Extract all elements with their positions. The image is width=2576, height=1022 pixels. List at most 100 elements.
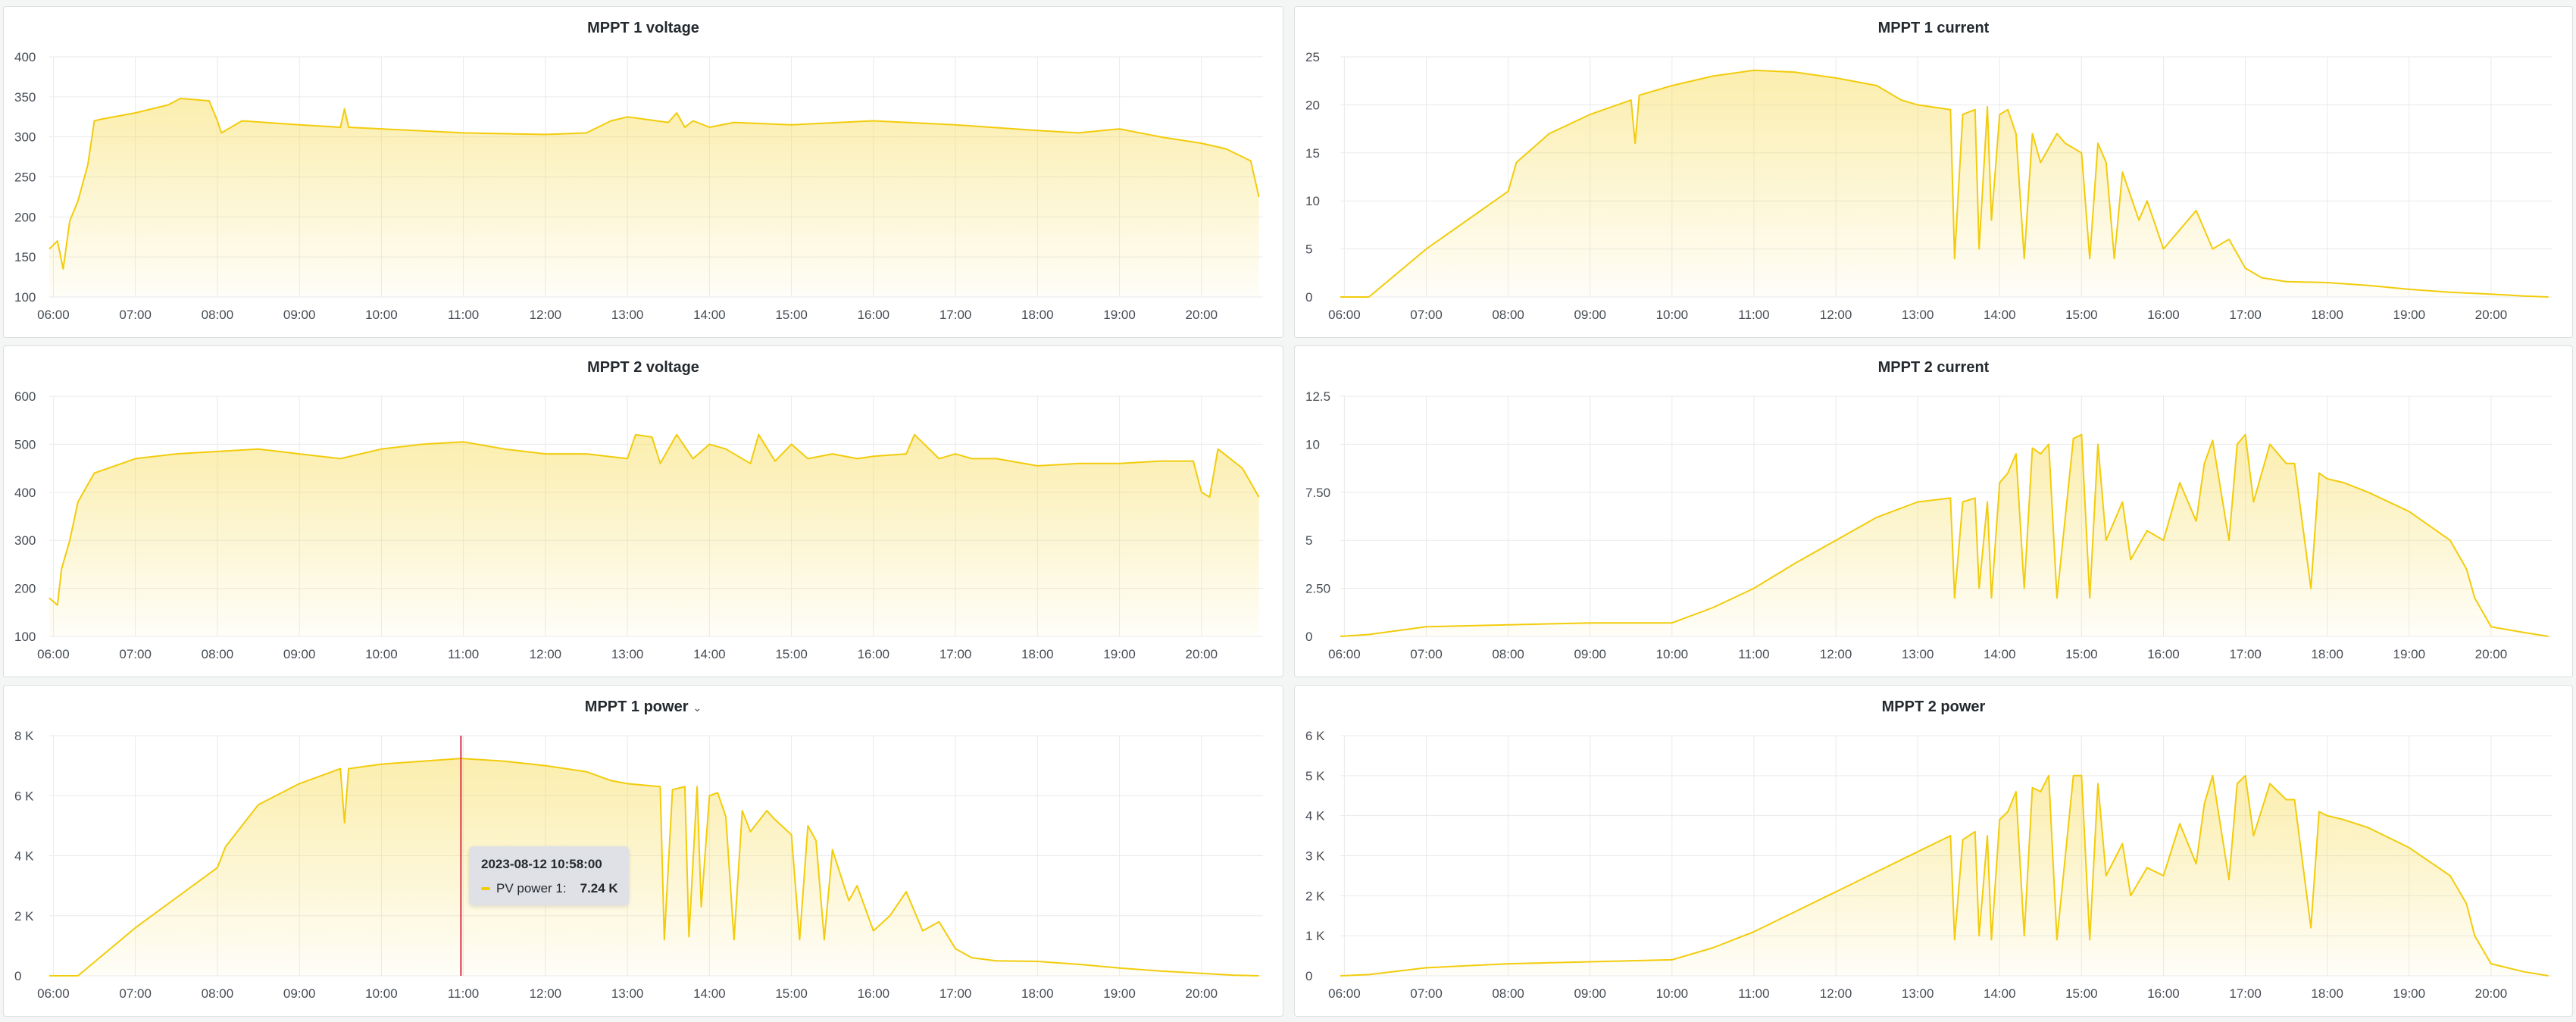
x-tick-label: 16:00 xyxy=(2147,986,2180,1001)
series-line[interactable] xyxy=(48,433,1260,606)
series-area xyxy=(1340,775,2549,976)
x-tick-label: 12:00 xyxy=(530,986,562,1001)
series-line[interactable] xyxy=(1340,69,2549,298)
x-tick-label: 20:00 xyxy=(2475,647,2508,661)
x-tick-label: 12:00 xyxy=(1820,647,1852,661)
x-tick-label: 13:00 xyxy=(1902,986,1934,1001)
series-line[interactable] xyxy=(48,97,1260,270)
x-tick-label: 19:00 xyxy=(1103,647,1136,661)
series-swatch-icon xyxy=(481,887,490,890)
x-tick-label: 12:00 xyxy=(530,308,562,322)
x-tick-label: 10:00 xyxy=(1656,308,1689,322)
y-tick-label: 7.50 xyxy=(1305,486,1330,500)
x-tick-label: 08:00 xyxy=(202,986,234,1001)
panel-mppt2-power: MPPT 2 power 06:00 07:00 08:00 09:00 10:00 11… xyxy=(1294,685,2573,1017)
y-tick-label: 100 xyxy=(14,290,36,305)
x-tick-label: 17:00 xyxy=(2229,308,2262,322)
x-tick-label: 16:00 xyxy=(2147,308,2180,322)
series-line[interactable] xyxy=(49,758,1259,977)
x-tick-label: 14:00 xyxy=(693,986,726,1001)
series-area xyxy=(49,98,1259,297)
x-tick-label: 13:00 xyxy=(1902,647,1934,661)
chevron-down-icon[interactable]: ⌄ xyxy=(692,702,702,714)
y-tick-label: 25 xyxy=(1305,50,1320,64)
x-tick-label: 17:00 xyxy=(2229,647,2262,661)
series-area xyxy=(1340,434,2549,636)
series-line[interactable] xyxy=(1340,433,2549,637)
y-tick-label: 300 xyxy=(14,533,36,548)
chart-mppt1-power: 06:00 07:00 08:00 09:00 10:00 11:00 12:00 13:00… xyxy=(14,729,1263,1001)
x-tick-label: 19:00 xyxy=(1103,986,1136,1001)
panel-title[interactable]: MPPT 1 voltage xyxy=(587,20,699,36)
tooltip-row: PV power 1: 7.24 K xyxy=(481,881,618,896)
x-tick-label: 10:00 xyxy=(1656,647,1689,661)
x-tick-label: 12:00 xyxy=(1820,986,1852,1001)
x-tick-label: 09:00 xyxy=(1574,308,1606,322)
panel-title[interactable]: MPPT 2 current xyxy=(1877,359,1990,376)
x-tick-label: 13:00 xyxy=(611,647,644,661)
x-tick-label: 11:00 xyxy=(1738,647,1769,661)
x-tick-label: 16:00 xyxy=(2147,647,2180,661)
x-tick-label: 07:00 xyxy=(119,647,152,661)
y-tick-label: 6 K xyxy=(1305,729,1325,743)
chart-mppt2-voltage: 06:00 07:00 08:00 09:00 10:00 11:00 12:00 13:00… xyxy=(14,389,1263,661)
y-tick-label: 100 xyxy=(14,630,36,644)
x-tick-label: 20:00 xyxy=(1186,986,1218,1001)
chart-mppt1-current: 06:00 07:00 08:00 09:00 10:00 11:00 12:00 13:00… xyxy=(1305,50,2553,322)
x-tick-label: 07:00 xyxy=(119,986,152,1001)
x-tick-label: 19:00 xyxy=(2393,986,2426,1001)
x-tick-label: 16:00 xyxy=(858,986,890,1001)
hover-tooltip: 2023-08-12 10:58:00 PV power 1: 7.24 K xyxy=(469,846,629,905)
x-tick-label: 08:00 xyxy=(202,647,234,661)
y-tick-label: 300 xyxy=(14,130,36,145)
series-line[interactable] xyxy=(1340,774,2549,977)
x-tick-label: 09:00 xyxy=(1574,647,1606,661)
x-tick-label: 08:00 xyxy=(1492,308,1524,322)
y-tick-label: 150 xyxy=(14,250,36,264)
x-tick-label: 15:00 xyxy=(775,308,808,322)
x-tick-label: 19:00 xyxy=(2393,308,2426,322)
panel-mppt1-power: MPPT 1 power ⌄ 06:00 07:00 08:00 09:00 10:00 1… xyxy=(3,685,1283,1017)
x-tick-label: 06:00 xyxy=(37,647,70,661)
y-tick-label: 5 xyxy=(1305,533,1312,548)
y-tick-label: 600 xyxy=(14,389,36,404)
panel-title[interactable]: MPPT 1 power ⌄ xyxy=(584,699,702,715)
y-tick-label: 1 K xyxy=(1305,929,1325,943)
x-tick-label: 10:00 xyxy=(365,647,398,661)
x-tick-label: 19:00 xyxy=(1103,308,1136,322)
y-tick-label: 20 xyxy=(1305,98,1320,112)
x-tick-label: 14:00 xyxy=(1984,986,2016,1001)
x-tick-label: 15:00 xyxy=(775,647,808,661)
panel-title[interactable]: MPPT 2 power xyxy=(1881,699,1986,715)
x-tick-label: 10:00 xyxy=(365,308,398,322)
y-tick-label: 4 K xyxy=(14,849,34,864)
y-tick-label: 200 xyxy=(14,582,36,596)
x-tick-label: 20:00 xyxy=(2475,986,2508,1001)
x-tick-label: 17:00 xyxy=(939,308,972,322)
y-tick-label: 2.50 xyxy=(1305,582,1330,596)
x-tick-label: 18:00 xyxy=(1021,647,1054,661)
x-tick-label: 20:00 xyxy=(1186,647,1218,661)
y-tick-label: 2 K xyxy=(1305,889,1325,903)
x-tick-label: 14:00 xyxy=(693,647,726,661)
x-tick-label: 09:00 xyxy=(283,308,316,322)
x-tick-label: 18:00 xyxy=(2311,647,2343,661)
x-tick-label: 17:00 xyxy=(2229,986,2262,1001)
panel-mppt2-current: MPPT 2 current 06:00 07:00 08:00 09:00 10:00… xyxy=(1294,345,2573,677)
panel-title[interactable]: MPPT 2 voltage xyxy=(587,359,699,376)
x-tick-label: 15:00 xyxy=(2065,308,2098,322)
y-tick-label: 400 xyxy=(14,50,36,64)
y-tick-label: 0 xyxy=(1305,290,1312,305)
x-tick-label: 18:00 xyxy=(2311,308,2343,322)
x-tick-label: 18:00 xyxy=(1021,986,1054,1001)
series-area xyxy=(1340,70,2549,298)
x-tick-label: 08:00 xyxy=(1492,986,1524,1001)
chart-mppt1-voltage: 06:00 07:00 08:00 09:00 10:00 11:00 12:00 13:00… xyxy=(14,50,1263,322)
x-tick-label: 06:00 xyxy=(1328,647,1361,661)
y-tick-label: 12.5 xyxy=(1305,389,1330,404)
panel-title[interactable]: MPPT 1 current xyxy=(1877,20,1990,36)
panel-mppt2-voltage: MPPT 2 voltage 06:00 07:00 08:00 09:00 10:00… xyxy=(3,345,1283,677)
x-tick-label: 10:00 xyxy=(365,986,398,1001)
x-tick-label: 12:00 xyxy=(1820,308,1852,322)
x-tick-label: 08:00 xyxy=(1492,647,1524,661)
